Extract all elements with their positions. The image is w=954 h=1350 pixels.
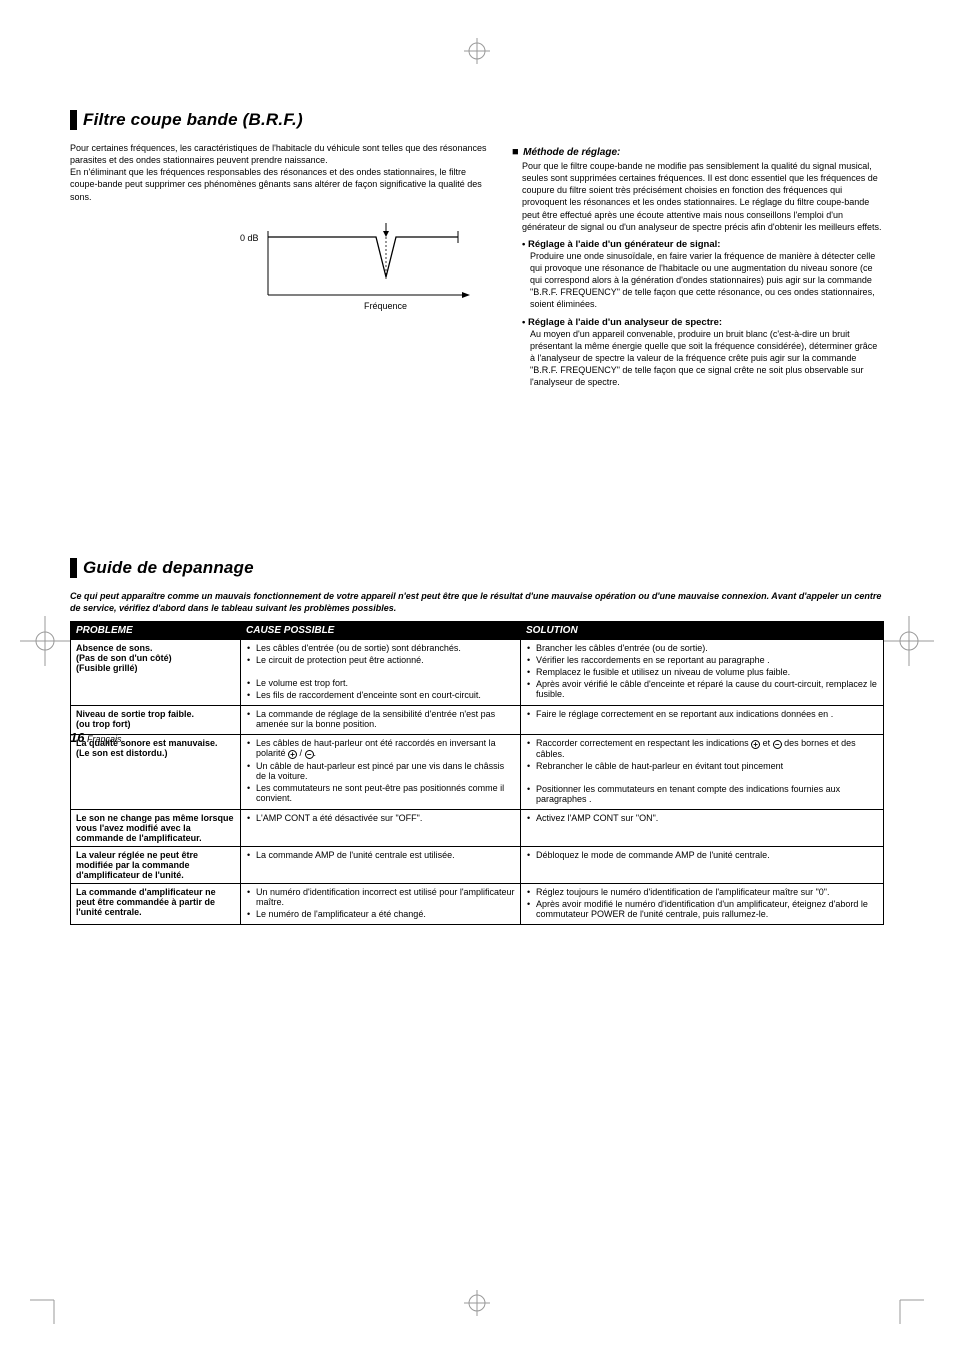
cell-solution: Raccorder correctement en respectant les…: [521, 734, 884, 809]
header-solution: SOLUTION: [521, 621, 884, 639]
list-item: La commande AMP de l'unité centrale est …: [256, 850, 515, 860]
sub2-title: • Réglage à l'aide d'un analyseur de spe…: [522, 317, 884, 328]
svg-text:Fréquence: Fréquence: [364, 301, 407, 311]
list-item: Les câbles d'entrée (ou de sortie) sont …: [256, 643, 515, 653]
table-row: La valeur réglée ne peut être modifiée p…: [71, 846, 884, 883]
list-item: Les fils de raccordement d'enceinte sont…: [256, 690, 515, 700]
section2: Guide de depannage Ce qui peut apparaîtr…: [70, 558, 884, 924]
list-item: Débloquez le mode de commande AMP de l'u…: [536, 850, 878, 860]
list-item: Réglez toujours le numéro d'identificati…: [536, 887, 878, 897]
cell-solution: Activez l'AMP CONT sur "ON".: [521, 809, 884, 846]
list-item: [536, 773, 878, 782]
cell-cause: L'AMP CONT a été désactivée sur "OFF".: [241, 809, 521, 846]
section1-title: Filtre coupe bande (B.R.F.): [70, 110, 884, 130]
cell-cause: Les câbles d'entrée (ou de sortie) sont …: [241, 639, 521, 705]
page: Filtre coupe bande (B.R.F.) Pour certain…: [0, 0, 954, 965]
cell-cause: La commande AMP de l'unité centrale est …: [241, 846, 521, 883]
list-item: Faire le réglage correctement en se repo…: [536, 709, 878, 719]
header-cause: CAUSE POSSIBLE: [241, 621, 521, 639]
list-item: Le volume est trop fort.: [256, 678, 515, 688]
table-row: Absence de sons.(Pas de son d'un côté)(F…: [71, 639, 884, 705]
list-item: Après avoir modifié le numéro d'identifi…: [536, 899, 878, 919]
cell-solution: Débloquez le mode de commande AMP de l'u…: [521, 846, 884, 883]
list-item: Après avoir vérifié le câble d'enceinte …: [536, 679, 878, 699]
page-footer: 16 Français: [70, 730, 122, 745]
cell-problem: La valeur réglée ne peut être modifiée p…: [71, 846, 241, 883]
list-item: Un numéro d'identification incorrect est…: [256, 887, 515, 907]
troubleshooting-table: PROBLEME CAUSE POSSIBLE SOLUTION Absence…: [70, 621, 884, 925]
section1-columns: Pour certaines fréquences, les caractéri…: [70, 142, 884, 388]
corner-br: [888, 1288, 924, 1324]
list-item: Raccorder correctement en respectant les…: [536, 738, 878, 759]
section2-title: Guide de depannage: [70, 558, 884, 578]
method-body: Pour que le filtre coupe-bande ne modifi…: [522, 160, 884, 233]
table-row: La qualité sonore est manuvaise.(Le son …: [71, 734, 884, 809]
list-item: Les câbles de haut-parleur ont été racco…: [256, 738, 515, 759]
cell-solution: Réglez toujours le numéro d'identificati…: [521, 883, 884, 924]
table-row: La commande d'amplificateur ne peut être…: [71, 883, 884, 924]
list-item: Un câble de haut-parleur est pincé par u…: [256, 761, 515, 781]
method-heading: Méthode de réglage:: [523, 147, 620, 158]
method-heading-row: ■ Méthode de réglage:: [512, 142, 884, 160]
cell-solution: Brancher les câbles d'entrée (ou de sort…: [521, 639, 884, 705]
table-header-row: PROBLEME CAUSE POSSIBLE SOLUTION: [71, 621, 884, 639]
list-item: Activez l'AMP CONT sur "ON".: [536, 813, 878, 823]
svg-text:0 dB: 0 dB: [240, 233, 259, 243]
cell-problem: Absence de sons.(Pas de son d'un côté)(F…: [71, 639, 241, 705]
list-item: Le circuit de protection peut être actio…: [256, 655, 515, 665]
footer-lang: Français: [87, 734, 122, 744]
cell-problem: La commande d'amplificateur ne peut être…: [71, 883, 241, 924]
page-number: 16: [70, 730, 84, 745]
list-item: [256, 667, 515, 676]
corner-bl: [30, 1288, 66, 1324]
list-item: Rebrancher le câble de haut-parleur en é…: [536, 761, 878, 771]
notch-filter-chart: 0 dB Fréquence: [240, 217, 488, 322]
sub2-body: Au moyen d'un appareil convenable, produ…: [530, 328, 884, 389]
cell-solution: Faire le réglage correctement en se repo…: [521, 705, 884, 734]
table-row: Le son ne change pas même lorsque vous l…: [71, 809, 884, 846]
list-item: Les commutateurs ne sont peut-être pas p…: [256, 783, 515, 803]
sub1-body: Produire une onde sinusoïdale, en faire …: [530, 250, 884, 311]
list-item: Le numéro de l'amplificateur a été chang…: [256, 909, 515, 919]
intro-para-2: En n'éliminant que les fréquences respon…: [70, 166, 488, 202]
intro-para-1: Pour certaines fréquences, les caractéri…: [70, 142, 488, 166]
list-item: Brancher les câbles d'entrée (ou de sort…: [536, 643, 878, 653]
cell-cause: Un numéro d'identification incorrect est…: [241, 883, 521, 924]
cell-cause: La commande de réglage de la sensibilité…: [241, 705, 521, 734]
list-item: La commande de réglage de la sensibilité…: [256, 709, 515, 729]
cell-problem: La qualité sonore est manuvaise.(Le son …: [71, 734, 241, 809]
cell-problem: Le son ne change pas même lorsque vous l…: [71, 809, 241, 846]
list-item: Remplacez le fusible et utilisez un nive…: [536, 667, 878, 677]
list-item: L'AMP CONT a été désactivée sur "OFF".: [256, 813, 515, 823]
list-item: Vérifier les raccordements en se reporta…: [536, 655, 878, 665]
section2-warning: Ce qui peut apparaître comme un mauvais …: [70, 590, 884, 614]
table-row: Niveau de sortie trop faible.(ou trop fo…: [71, 705, 884, 734]
header-probleme: PROBLEME: [71, 621, 241, 639]
sub1-title: • Réglage à l'aide d'un générateur de si…: [522, 239, 884, 250]
square-bullet-icon: ■: [512, 146, 519, 158]
cell-cause: Les câbles de haut-parleur ont été racco…: [241, 734, 521, 809]
crop-mark-bottom: [464, 1290, 490, 1316]
list-item: Positionner les commutateurs en tenant c…: [536, 784, 878, 804]
